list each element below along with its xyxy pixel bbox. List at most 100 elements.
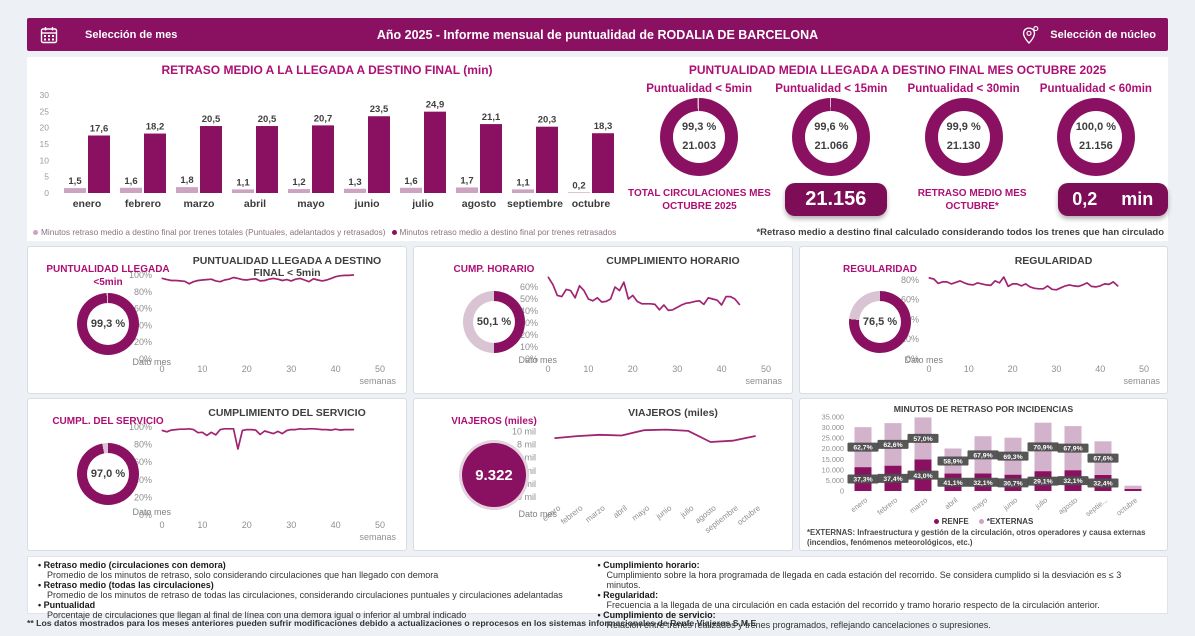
side-label: PUNTUALIDAD LLEGADA <5min <box>28 263 188 289</box>
tick-label: 17,6 <box>90 124 109 135</box>
tick-label: 1,8 <box>180 175 193 186</box>
gauge-pct: 99,3 % <box>682 121 717 134</box>
tick-label: 25 <box>40 106 50 116</box>
pct-chip <box>907 470 939 480</box>
kpi-donut[interactable]: 76,5 % <box>849 291 911 353</box>
nucleo-selector[interactable]: Selección de núcleo <box>1019 18 1156 51</box>
tick-label: 6 mil <box>517 453 536 463</box>
total-circulaciones-badge: 21.156 <box>784 183 887 216</box>
def-text: Frecuencia a la llegada de una circulaci… <box>606 600 1100 611</box>
panel-side: CUMPL. DEL SERVICIO 97,0 % Dato mes <box>28 415 188 517</box>
tick-label: 29,1% <box>1033 479 1052 486</box>
tick-label: abril <box>943 495 960 511</box>
top-bar: Selección de mes Año 2025 - Informe mens… <box>27 18 1168 51</box>
gauge-punctuality-30min: Puntualidad < 30min 99,9 % 21.130 <box>900 83 1028 176</box>
tick-label: 10 <box>40 155 50 165</box>
totals-row: TOTAL CIRCULACIONES MES OCTUBRE 2025 21.… <box>627 183 1168 216</box>
side-label-line1: REGULARIDAD <box>843 264 917 275</box>
tick-label: 2 mil <box>517 479 536 489</box>
tick-label: 20% <box>134 337 152 347</box>
tick-label: 5.000 <box>826 476 844 485</box>
tick-label: 20 <box>40 123 50 133</box>
legend-label-renfe: RENFE <box>941 517 969 526</box>
line-chart-puntualidad-5min[interactable]: 0% 20% 40% 60% 80% 100% 0 10 20 30 40 50 semanas <box>28 247 406 393</box>
retraso-medio-value: 0,2 <box>1072 189 1098 209</box>
retraso-bar-chart[interactable]: 0 5 10 15 20 25 30 1,5 17,6 enero 1,6 18,2 febrero 1,… <box>29 81 625 227</box>
tick-label: 1,2 <box>292 177 305 188</box>
kpi-value: 50,1 % <box>476 316 512 328</box>
tick-label: 50 <box>761 364 771 374</box>
gauge-donut[interactable]: 99,3 % 21.003 <box>660 98 739 176</box>
definitions-footer: • Retraso medio (circulaciones con demor… <box>27 556 1168 630</box>
trend-line <box>554 428 756 443</box>
gauge-donut[interactable]: 99,6 % 21.066 <box>792 98 871 176</box>
top-section: RETRASO MEDIO A LA LLEGADA A DESTINO FIN… <box>27 57 1168 241</box>
tick-label: 0 <box>159 364 164 374</box>
bar-totales <box>344 188 366 193</box>
total-circulaciones-label: TOTAL CIRCULACIONES MES OCTUBRE 2025 <box>628 187 771 212</box>
tick-label: agosto <box>462 198 496 210</box>
gauge-label: Puntualidad < 15min <box>775 83 888 95</box>
tick-label: 30 <box>1051 364 1061 374</box>
legend-label-externas: *EXTERNAS <box>986 517 1034 526</box>
definitions-left: • Retraso medio (circulaciones con demor… <box>38 560 598 620</box>
trend-line <box>161 427 355 450</box>
trend-line <box>928 276 1119 291</box>
data-disclaimer-note: ** Los datos mostrados para los meses an… <box>27 618 757 628</box>
kpi-donut[interactable]: 99,3 % <box>77 293 139 355</box>
line-chart-cumplimiento-horario[interactable]: 0% 10% 20% 30% 40% 50% 60% 0 10 20 30 40 50 semanas <box>414 247 792 393</box>
bar-renfe <box>1124 488 1142 491</box>
pct-chip <box>1027 476 1059 486</box>
tick-label: 30% <box>520 318 538 328</box>
tick-label: julio <box>411 198 434 210</box>
kpi-value: 99,3 % <box>90 318 126 330</box>
tick-label: semanas <box>1123 376 1160 386</box>
tick-label: 40% <box>134 475 152 485</box>
gauge-donut[interactable]: 100,0 % 21.156 <box>1056 98 1135 176</box>
line-chart-cumplimiento-servicio[interactable]: 0% 20% 40% 60% 80% 100% 0 10 20 30 40 50 semanas <box>28 399 406 550</box>
bar-retrasados <box>200 126 222 193</box>
kpi-donut[interactable]: 50,1 % <box>463 291 525 353</box>
gauge-donut[interactable]: 99,9 % 21.130 <box>924 98 1003 176</box>
gauge-punctuality-60min: Puntualidad < 60min 100,0 % 21.156 <box>1032 83 1160 176</box>
def-term: • Retraso medio (todas las circulaciones… <box>38 580 214 591</box>
tick-label: 0,2 <box>572 180 585 191</box>
gauge-count: 21.130 <box>946 140 981 152</box>
tick-label: 5 <box>44 172 49 182</box>
tick-label: 30 <box>40 90 50 100</box>
tick-label: 62,7% <box>853 445 872 452</box>
punctuality-kpi-card: PUNTUALIDAD MEDIA LLEGADA A DESTINO FINA… <box>627 57 1168 241</box>
tick-label: 30 <box>672 364 682 374</box>
month-selector[interactable]: Selección de mes <box>39 18 177 51</box>
def-text: Porcentaje de circulaciones que llegan a… <box>47 610 467 621</box>
def-term: • Retraso medio (circulaciones con demor… <box>38 560 226 570</box>
tick-label: 20% <box>134 492 152 502</box>
def-text: Promedio de los minutos de retraso de to… <box>47 590 563 601</box>
dato-mes-label: Dato mes <box>518 509 557 519</box>
viajeros-kpi-circle[interactable]: 9.322 <box>462 443 526 507</box>
tick-label: 0 <box>44 188 49 198</box>
kpi-donut[interactable]: 97,0 % <box>77 443 139 505</box>
tick-label: 10 <box>197 364 207 374</box>
tick-label: 50 <box>1139 364 1149 374</box>
chart-title: CUMPLIMIENTO DEL SERVICIO <box>208 407 366 419</box>
gauge-count: 21.066 <box>814 140 849 152</box>
externas-footnote: *EXTERNAS: Infraestructura y gestión de … <box>807 528 1146 547</box>
tick-label: septiembre <box>507 198 563 210</box>
tick-label: 20,3 <box>538 115 557 126</box>
pct-chip <box>847 474 879 484</box>
pct-chip <box>1027 442 1059 452</box>
chart-title: REGULARIDAD <box>1014 255 1093 267</box>
legend-dot-renfe <box>933 519 939 524</box>
tick-label: 20 <box>242 520 252 530</box>
tick-label: octubre <box>572 198 611 210</box>
tick-label: 15 <box>40 139 50 149</box>
gauge-pct: 100,0 % <box>1075 121 1117 134</box>
definitions-right: • Cumplimiento horario: Cumplimiento sob… <box>598 560 1158 630</box>
tick-label: 70,9% <box>1033 445 1052 452</box>
tick-label: semanas <box>359 532 396 542</box>
chart-title: PUNTUALIDAD LLEGADA A DESTINO FINAL < 5m… <box>192 255 382 279</box>
